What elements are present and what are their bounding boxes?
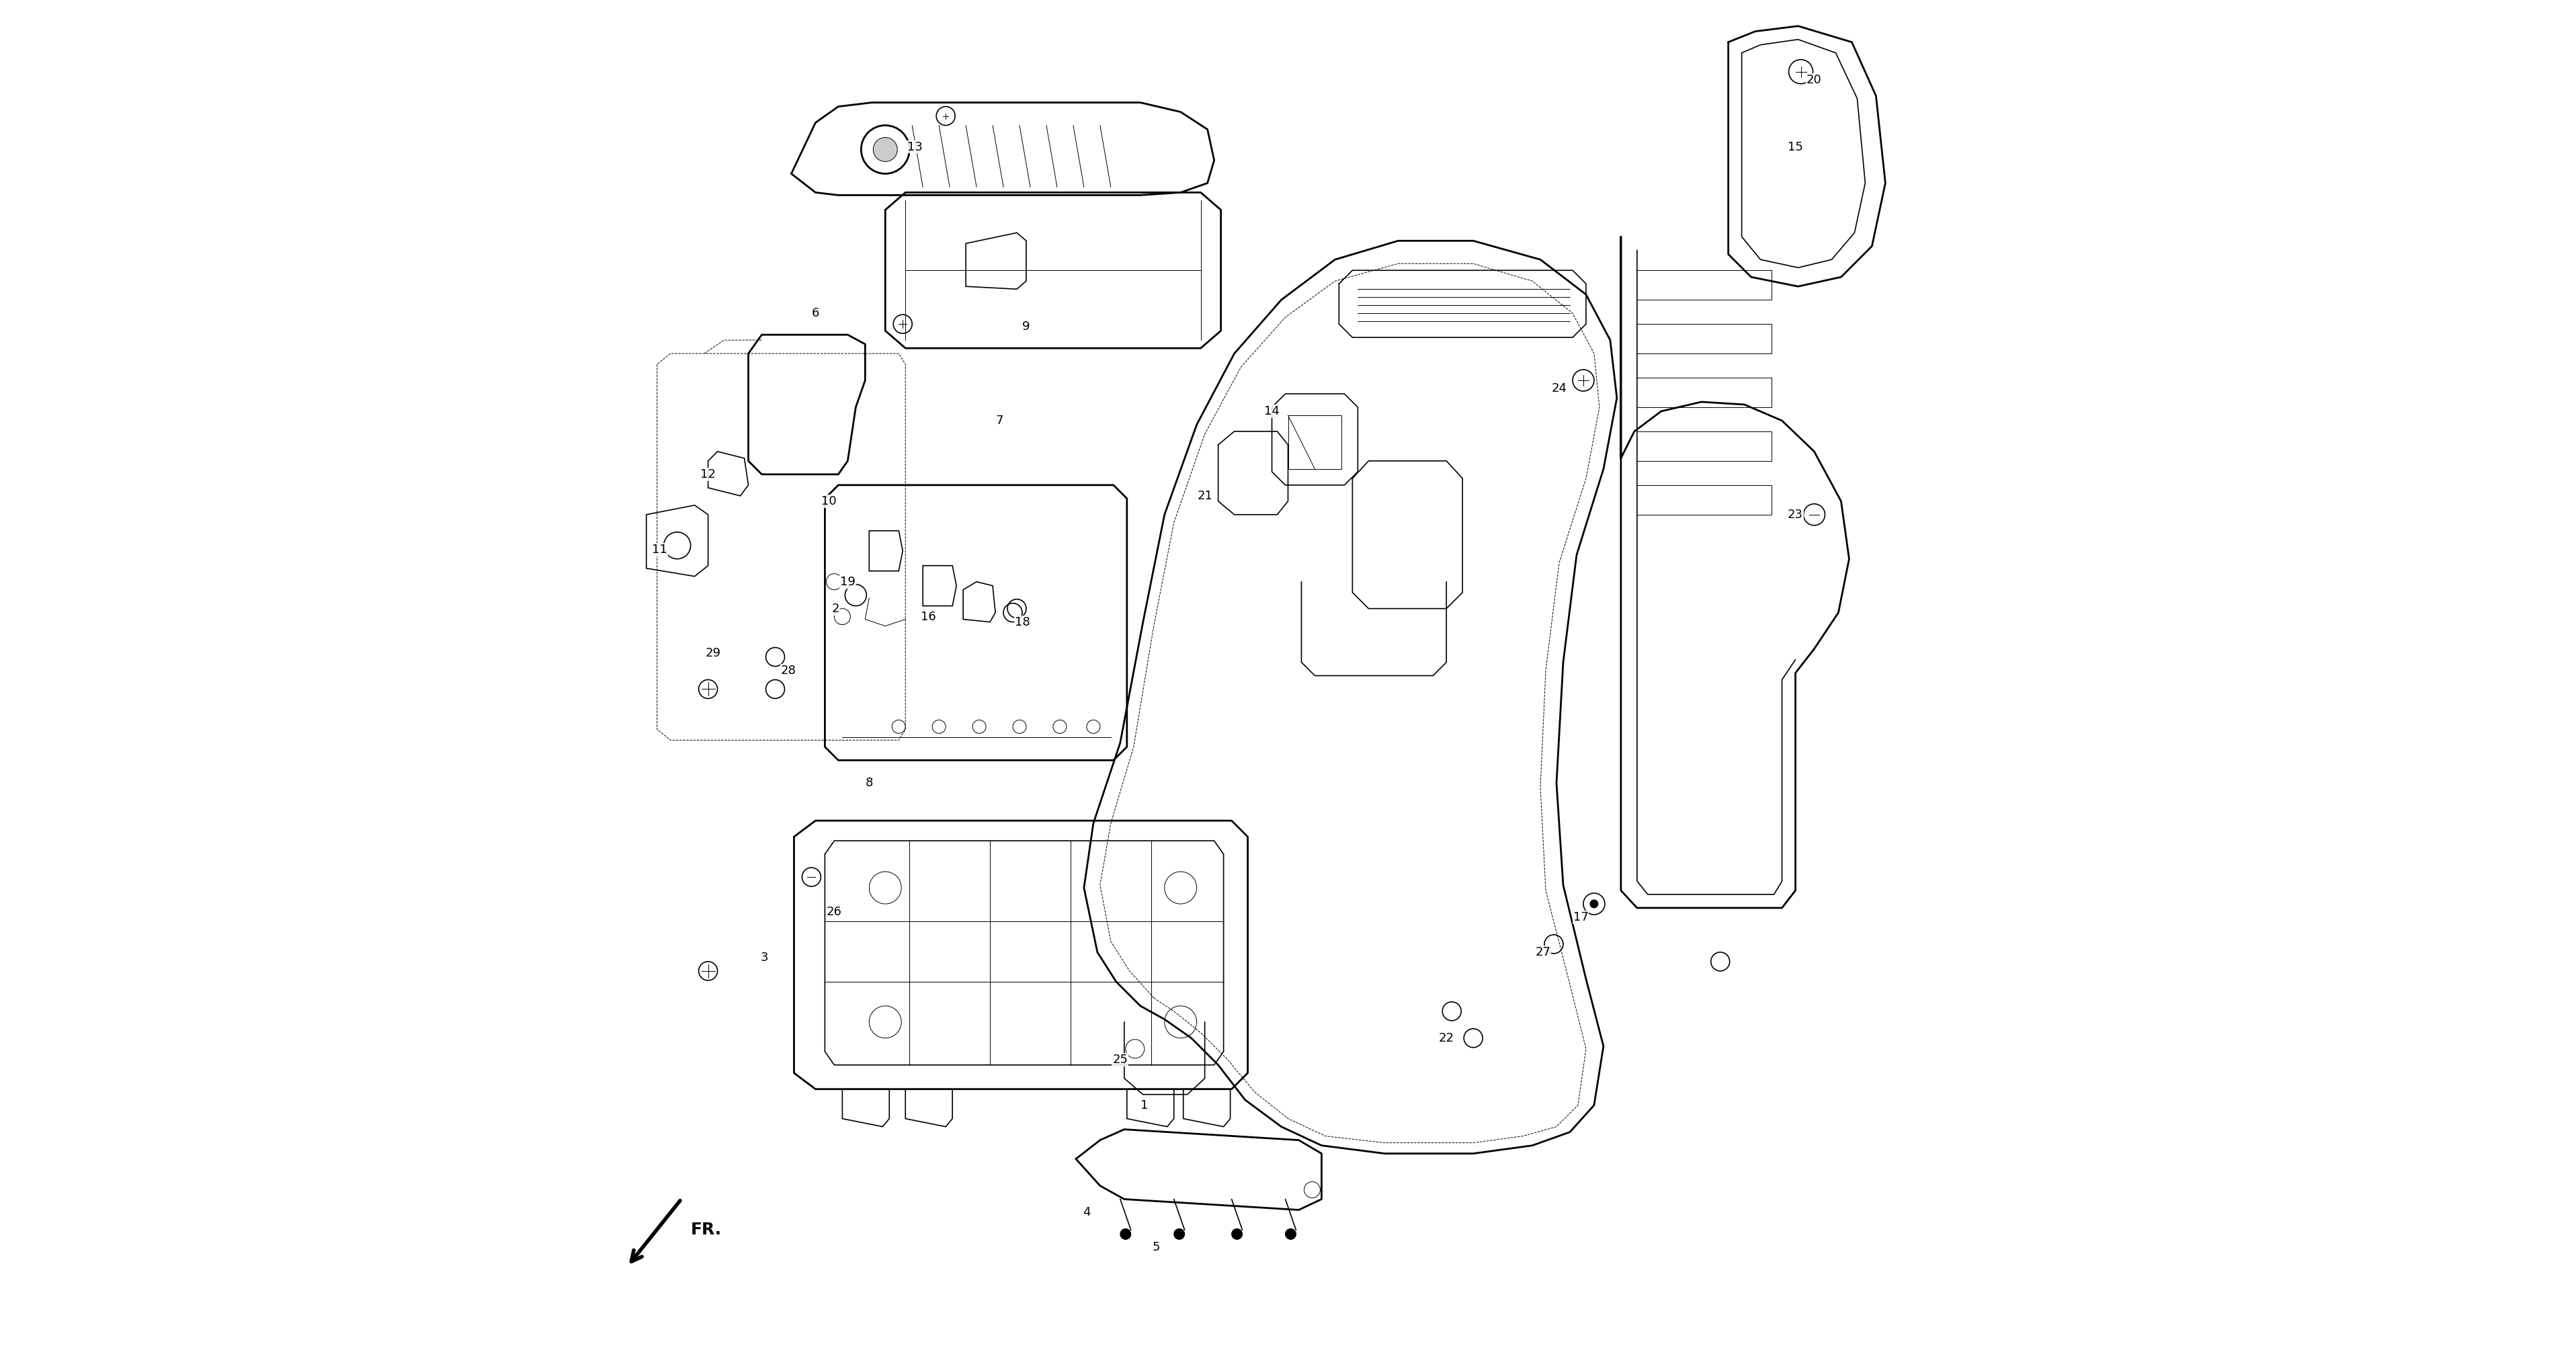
Circle shape	[873, 137, 896, 162]
Circle shape	[1285, 1229, 1296, 1240]
Text: 14: 14	[1265, 405, 1280, 417]
Text: 15: 15	[1788, 141, 1803, 153]
Text: 29: 29	[706, 647, 721, 660]
Text: FR.: FR.	[690, 1222, 721, 1238]
Text: 6: 6	[811, 307, 819, 319]
Circle shape	[1589, 900, 1597, 909]
Text: 12: 12	[701, 468, 716, 481]
Circle shape	[1175, 1229, 1185, 1240]
Text: 2: 2	[832, 603, 840, 615]
Text: 25: 25	[1113, 1054, 1128, 1066]
Text: 13: 13	[907, 141, 922, 153]
Text: 7: 7	[994, 415, 1002, 427]
Text: 8: 8	[866, 777, 873, 789]
Text: 1: 1	[1141, 1100, 1149, 1112]
Text: 11: 11	[652, 544, 667, 556]
Text: 22: 22	[1437, 1032, 1453, 1044]
Text: 23: 23	[1788, 509, 1803, 521]
Text: 4: 4	[1082, 1206, 1090, 1218]
Text: 5: 5	[1151, 1241, 1159, 1253]
Text: 9: 9	[1023, 320, 1030, 332]
Circle shape	[1121, 1229, 1131, 1240]
Text: 28: 28	[781, 665, 796, 676]
Text: 26: 26	[827, 906, 842, 918]
Text: 16: 16	[920, 611, 935, 623]
Text: 27: 27	[1535, 946, 1551, 958]
Text: 19: 19	[840, 576, 855, 588]
Circle shape	[1231, 1229, 1242, 1240]
Text: 3: 3	[760, 952, 768, 964]
Text: 20: 20	[1806, 74, 1821, 86]
Text: 17: 17	[1574, 911, 1589, 923]
Text: 24: 24	[1551, 382, 1566, 394]
Text: 21: 21	[1198, 490, 1213, 502]
Text: 18: 18	[1015, 616, 1030, 629]
Text: 10: 10	[822, 495, 837, 507]
